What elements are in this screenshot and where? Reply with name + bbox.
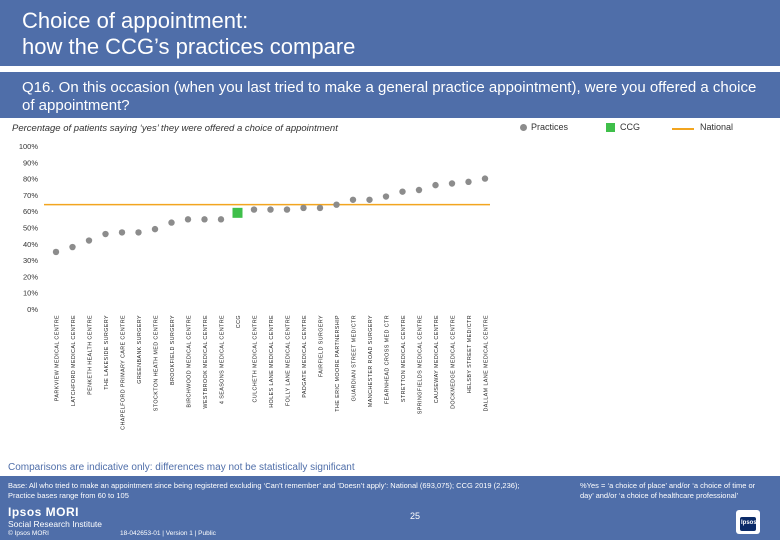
job-reference: 18-042653-01 | Version 1 | Public [120,530,216,537]
practice-marker [415,186,423,194]
logo-subtitle: Social Research Institute [8,519,103,529]
y-tick-label: 60% [23,207,38,216]
x-tick-label: LATCHFORD MEDICAL CENTRE [71,315,77,406]
legend-ccg-marker [606,123,615,132]
practice-marker [333,201,340,208]
x-tick-label: DOCKMEDGE MEDICAL CENTRE [451,315,457,409]
ipsos-mori-logo: Ipsos MORI Social Research Institute [8,505,102,529]
x-tick-label: HELSBY STREET MED/CTR [467,315,473,393]
practice-marker [201,216,208,223]
x-tick-label: BIRCHWOOD MEDICAL CENTRE [187,315,193,408]
x-tick-label: PADGATE MEDICAL CENTRE [302,315,308,398]
practice-marker [283,206,291,213]
x-tick-label: CAUSEWAY MEDICAL CENTRE [434,315,440,403]
x-tick-label: 4 SEASONS MEDICAL CENTRE [220,315,226,404]
x-tick-label: STOCKTON HEATH MED CENTRE [154,315,160,411]
logo-name: Ipsos MORI [8,505,80,519]
title-bar [0,0,780,66]
question-text: Q16. On this occasion (when you last tri… [22,79,757,114]
legend-national-line [672,128,694,130]
practice-marker [481,175,489,182]
practice-marker [349,196,357,203]
question-bar [0,72,780,118]
practice-marker [184,216,192,223]
practice-marker [69,243,76,251]
x-tick-label: WESTBROOK MEDICAL CENTRE [203,315,209,409]
practice-marker [382,193,390,200]
y-tick-label: 30% [23,256,38,265]
y-tick-label: 100% [19,142,39,151]
y-axis: 0% 10% 20% 30% 40% 50% 60% 70% 80% 90% 100% [19,142,39,314]
practice-marker [300,204,307,212]
practice-marker [168,219,175,226]
x-tick-label: PENKETH HEALTH CENTRE [88,315,94,395]
x-tick-label: THE LAKESIDE SURGERY [104,315,110,390]
x-tick-label: FOLLY LANE MEDICAL CENTRE [286,315,292,406]
chart-markers [52,175,489,256]
practice-marker [135,229,142,236]
x-tick-label: GREENBANK SURGERY [137,315,143,384]
x-tick-label: BROOKFIELD SURGERY [170,315,176,385]
x-tick-label: GUARDIAN STREET MED/CTR [352,315,358,401]
practice-marker [399,188,406,195]
practice-marker [432,181,439,189]
y-tick-label: 50% [23,224,38,233]
x-tick-label: CCG [236,315,242,328]
practice-marker [118,229,126,236]
legend-practices-label: Practices [531,122,569,132]
practice-marker [366,196,373,203]
practice-marker [267,206,274,213]
practice-marker [250,206,258,213]
page-title-line-2: how the CCG’s practices compare [22,34,356,59]
x-tick-label: CULCHETH MEDICAL CENTRE [253,315,259,402]
x-tick-label: FEARNHEAD CROSS MED CTR [385,315,391,404]
x-tick-label: FAIRFIELD SURGERY [319,315,325,377]
x-tick-label: SPRINGFIELDS MEDICAL CENTRE [418,315,424,414]
page-title: Choice of appointment: how the CCG’s pra… [22,8,355,60]
legend-national-label: National [700,122,734,132]
yes-definition-note: %Yes = ‘a choice of place’ and/or ‘a cho… [580,481,756,500]
legend-ccg-label: CCG [620,122,640,132]
x-tick-label: MANCHESTER ROAD SURGERY [368,315,374,407]
x-tick-label: PARKVIEW MEDICAL CENTRE [55,315,61,401]
y-tick-label: 0% [27,305,38,314]
disclaimer-text: Comparisons are indicative only: differe… [8,462,355,473]
x-tick-label: STRETTON MEDICAL CENTRE [401,315,407,402]
copyright-text: © Ipsos MORI [8,530,49,537]
ipsos-logo-mark: Ipsos [740,517,757,531]
practice-marker [151,225,159,233]
page-number: 25 [410,511,421,521]
y-tick-label: 20% [23,272,38,281]
practice-marker [52,248,60,256]
x-tick-label: THE ERIC MOORE PARTNERSHIP [335,315,341,412]
y-tick-label: 80% [23,175,38,184]
page-title-line-1: Choice of appointment: [22,8,249,33]
chart-subtitle: Percentage of patients saying ‘yes’ they… [12,123,338,134]
practice-comparison-chart: 0% 10% 20% 30% 40% 50% 60% 70% 80% 90% 100% PARKVI… [19,142,490,430]
ipsos-logo-text: Ipsos [741,520,757,526]
practice-marker [465,178,472,186]
practice-marker [102,230,109,238]
y-tick-label: 90% [23,158,38,167]
base-text: Base: All who tried to make an appointme… [8,481,520,500]
x-tick-label: DALLAM LANE MEDICAL CENTRE [484,315,490,411]
x-tick-label: HOLES LANE MEDICAL CENTRE [269,315,275,408]
y-tick-label: 10% [23,289,38,298]
ccg-marker [232,207,243,218]
practice-marker [217,216,225,223]
ipsos-logo-icon: Ipsos [736,510,760,534]
practice-marker [316,204,324,212]
y-tick-label: 40% [23,240,38,249]
x-axis: PARKVIEW MEDICAL CENTRE LATCHFORD MEDICAL… [55,315,490,430]
legend-practice-marker [520,124,527,131]
practice-marker [85,237,93,244]
practice-marker [448,180,456,187]
footer-bar [0,476,780,540]
x-tick-label: CHAPELFORD PRIMARY CARE CENTRE [121,315,127,430]
y-tick-label: 70% [23,191,38,200]
